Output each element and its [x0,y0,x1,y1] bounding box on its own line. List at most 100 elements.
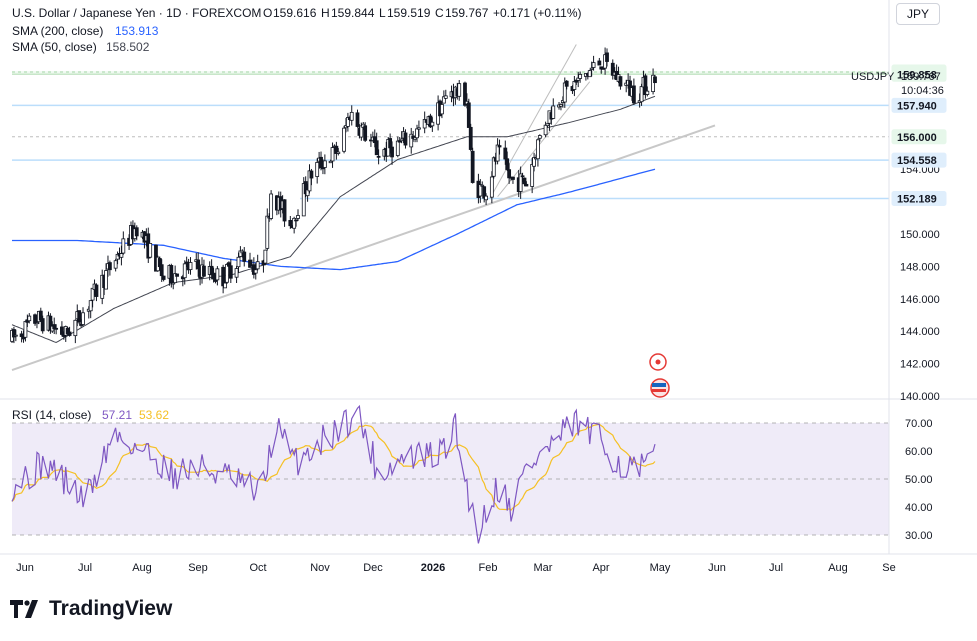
candle[interactable] [564,80,569,90]
candle[interactable] [309,168,314,186]
candle[interactable] [121,231,126,255]
candle[interactable] [524,181,529,187]
candle[interactable] [578,71,583,83]
candle[interactable] [543,121,548,138]
candle[interactable] [440,102,444,119]
candle[interactable] [292,216,297,234]
candle[interactable] [148,243,153,259]
candle[interactable] [511,176,515,184]
price-tag[interactable]: 154.558 [891,152,947,168]
candle[interactable] [67,326,72,337]
candle[interactable] [572,75,577,97]
candle[interactable] [390,141,394,165]
candle[interactable] [221,264,226,294]
candle[interactable] [342,125,346,154]
trendline-long[interactable] [11,124,716,372]
last-price-tag[interactable]: USDJPY 159.767 10:04:36 [851,71,944,97]
candle[interactable] [441,90,446,104]
candle[interactable] [468,123,473,152]
tradingview-logo[interactable]: TradingView [10,597,172,621]
candle[interactable] [322,154,327,175]
candle[interactable] [651,68,655,95]
candle[interactable] [282,199,287,227]
candle[interactable] [171,280,176,290]
candle[interactable] [374,132,379,156]
price-tag[interactable]: 156.000 [891,129,947,145]
candle[interactable] [591,55,596,71]
candle[interactable] [242,247,247,267]
us-flag-event-icon[interactable] [650,378,670,398]
candle[interactable] [631,78,636,105]
candle[interactable] [417,120,421,137]
candle[interactable] [480,181,485,187]
candle[interactable] [489,171,494,204]
candle[interactable] [161,275,166,282]
candle[interactable] [551,98,556,119]
candle[interactable] [88,300,93,319]
candle[interactable] [60,321,64,337]
candle[interactable] [77,310,82,325]
candle[interactable] [269,190,274,221]
candle[interactable] [182,260,187,285]
candle[interactable] [443,89,448,100]
candle[interactable] [610,59,615,80]
candle[interactable] [107,260,112,276]
candle[interactable] [653,74,657,84]
time-axis[interactable]: Jun Jul Aug Sep Oct Nov Dec 2026 Feb Mar Apr May Jun… [0,553,977,574]
candle[interactable] [334,141,339,160]
candle[interactable] [173,265,178,284]
candle[interactable] [597,57,602,66]
candle[interactable] [13,329,18,342]
candle[interactable] [225,263,229,285]
candle[interactable] [355,109,360,128]
candle[interactable] [478,179,483,203]
candle[interactable] [520,172,525,183]
candle[interactable] [618,76,623,90]
candle[interactable] [537,134,542,142]
currency-button[interactable]: JPY [896,3,940,25]
candle[interactable] [376,149,381,165]
candle[interactable] [113,258,118,272]
candle[interactable] [349,105,354,126]
price-tag[interactable]: 159.858 [891,66,947,82]
candle[interactable] [307,164,312,194]
candle[interactable] [52,317,57,334]
price-pane[interactable] [0,44,977,400]
candle[interactable] [288,215,293,229]
candle[interactable] [94,283,99,302]
candle[interactable] [587,69,592,78]
candle[interactable] [27,313,32,324]
candle[interactable] [253,262,258,280]
candle[interactable] [522,177,527,187]
candle[interactable] [54,324,59,335]
candle[interactable] [255,254,260,271]
candle[interactable] [265,208,270,251]
candle[interactable] [530,157,535,194]
candle[interactable] [491,156,496,179]
candle[interactable] [81,307,85,327]
candle[interactable] [188,257,193,275]
channel-line-upper[interactable] [489,44,577,199]
candle[interactable] [223,279,227,289]
candle[interactable] [430,117,435,132]
candle[interactable] [202,259,206,278]
candle[interactable] [315,158,320,184]
candle[interactable] [482,186,487,203]
candle[interactable] [134,225,139,241]
candle[interactable] [330,142,335,168]
candle[interactable] [301,177,306,217]
candle[interactable] [263,249,268,266]
candle[interactable] [359,122,364,141]
candle[interactable] [215,266,220,286]
candle[interactable] [409,127,414,154]
candle[interactable] [645,86,650,97]
candle[interactable] [466,98,471,128]
candle[interactable] [495,138,500,165]
candle[interactable] [296,209,300,222]
candle[interactable] [363,122,368,142]
price-axis[interactable]: 160.000158.000156.000154.000152.000150.0… [851,0,947,554]
candle[interactable] [159,259,164,282]
candle[interactable] [73,319,78,344]
candle[interactable] [484,193,488,206]
